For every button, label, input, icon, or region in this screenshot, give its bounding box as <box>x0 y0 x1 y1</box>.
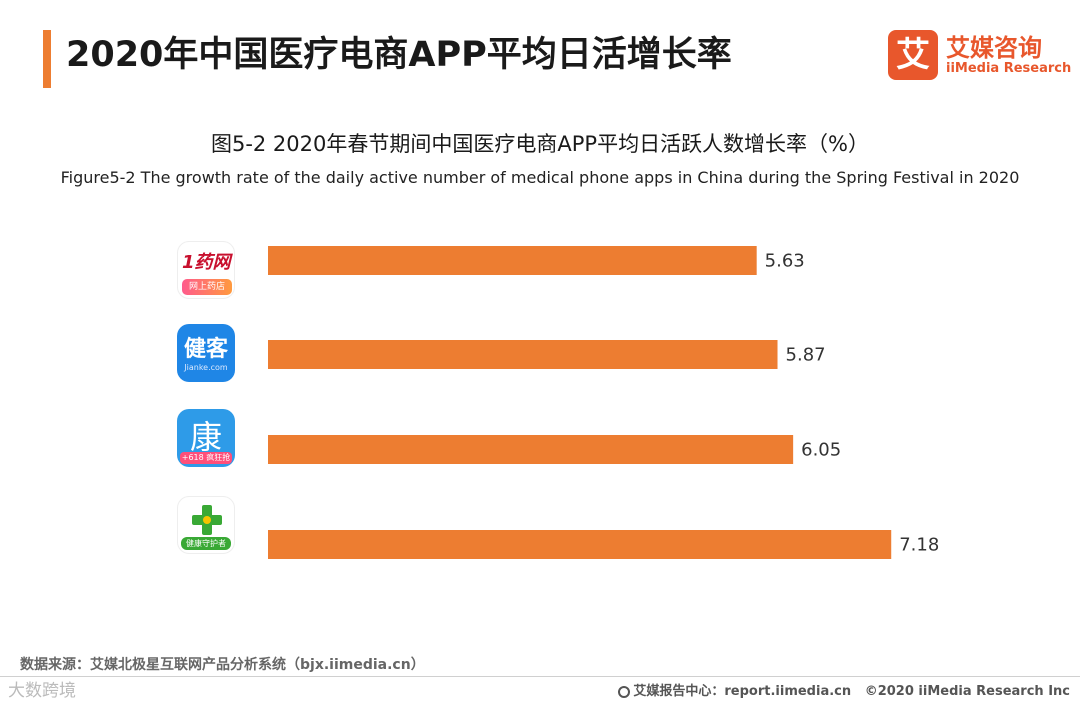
kang-logo-text: 康 <box>189 418 222 456</box>
1yaowang-logo-text: 1药网 <box>182 252 231 273</box>
jianke-app-icon: 健客 Jianke.com <box>177 324 235 382</box>
bar-value-label-4: 7.18 <box>899 535 939 556</box>
title-accent-bar <box>43 30 51 88</box>
chart-title: 图5-2 2020年春节期间中国医疗电商APP平均日活跃人数增长率（%） <box>210 132 870 156</box>
watermark: 大数跨境 <box>8 681 76 701</box>
kang-app-icon: 康 +618 疯狂抢 <box>177 409 235 467</box>
bar-3 <box>268 435 794 464</box>
kang-badge: +618 疯狂抢 <box>180 452 232 464</box>
health-guardian-app-icon: 健康守护者 <box>177 496 235 554</box>
brand-name-cn: 艾媒咨询 <box>946 34 1042 62</box>
bar-chart: 5.63 5.87 6.05 7.18 <box>268 246 939 559</box>
bar-value-label-1: 5.63 <box>765 251 805 272</box>
bar-4 <box>268 530 892 559</box>
globe-icon <box>618 686 631 698</box>
footer-credits: 艾媒报告中心：report.iimedia.cn ©2020 iiMedia R… <box>618 680 1070 699</box>
jianke-logo-text: 健客 <box>183 337 228 362</box>
copyright: ©2020 iiMedia Research Inc <box>864 684 1070 699</box>
bar-value-label-3: 6.05 <box>801 440 841 461</box>
yellow-dot <box>203 516 211 524</box>
chart-subtitle: Figure5-2 The growth rate of the daily a… <box>60 168 1020 187</box>
iimedia-logo-icon: 艾 <box>888 30 938 80</box>
1yaowang-app-icon: 1药网 网上药店 <box>177 241 235 299</box>
1yaowang-badge: 网上药店 <box>182 279 232 295</box>
brand-logo: 艾 艾媒咨询 iiMedia Research <box>888 30 1071 82</box>
health-guardian-badge: 健康守护者 <box>181 537 231 550</box>
bar-value-label-2: 5.87 <box>786 345 826 366</box>
report-center-link[interactable]: 艾媒报告中心：report.iimedia.cn <box>633 684 852 699</box>
footer-divider <box>0 676 1080 677</box>
bar-1 <box>268 246 757 275</box>
data-source: 数据来源：艾媒北极星互联网产品分析系统（bjx.iimedia.cn） <box>20 657 425 673</box>
brand-name-en: iiMedia Research <box>946 61 1072 76</box>
jianke-domain-text: Jianke.com <box>184 363 228 372</box>
page-title: 2020年中国医疗电商APP平均日活增长率 <box>66 35 732 75</box>
bar-2 <box>268 340 778 369</box>
